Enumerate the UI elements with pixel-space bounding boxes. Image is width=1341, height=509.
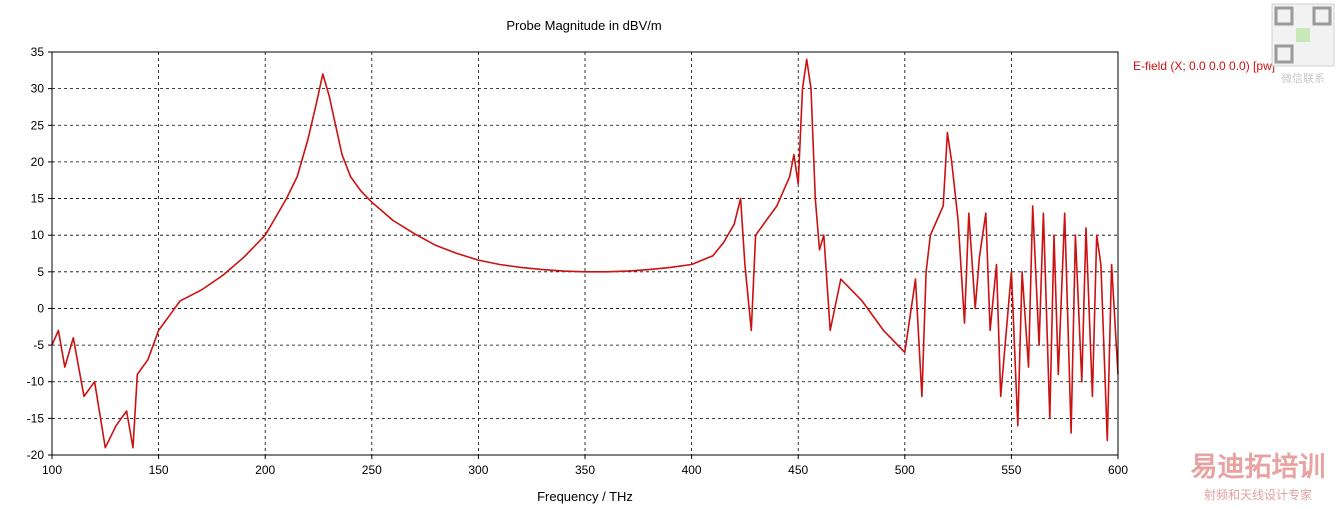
y-tick-label: 20 [31,155,45,169]
legend-entry-efield: E-field (X; 0.0 0.0 0.0) [pw] [1133,59,1275,73]
grid-lines [52,52,1118,455]
x-tick-label: 350 [575,463,595,477]
x-axis-ticks: 100 150 200 250 300 350 400 450 500 550 600 [42,455,1128,477]
x-tick-label: 600 [1108,463,1128,477]
y-tick-label: 10 [31,228,45,242]
x-tick-label: 300 [468,463,488,477]
x-tick-label: 250 [362,463,382,477]
y-tick-label: 35 [31,45,45,59]
y-axis-ticks: -20 -15 -10 -5 0 5 10 15 20 25 30 35 [27,45,52,462]
plot-frame [51,51,1119,456]
brand-tagline: 射频和天线设计专家 [1204,487,1312,502]
y-tick-label: 0 [37,301,44,315]
x-tick-label: 150 [149,463,169,477]
brand-watermark: 易迪拓培训 [1191,452,1326,483]
qr-code-watermark [1271,3,1335,67]
chart-title: Probe Magnitude in dBV/m [506,18,661,33]
y-tick-label: 30 [31,82,45,96]
y-tick-label: -10 [27,375,45,389]
y-tick-label: 25 [31,118,45,132]
y-tick-label: 15 [31,192,45,206]
x-axis-label: Frequency / THz [537,489,633,504]
x-tick-label: 500 [895,463,915,477]
x-tick-label: 550 [1001,463,1021,477]
y-tick-label: 5 [37,265,44,279]
x-tick-label: 450 [788,463,808,477]
series-line-efield [51,58,1119,449]
x-tick-label: 400 [682,463,702,477]
series-group [51,58,1119,449]
qr-caption: 微信联系 [1281,71,1325,85]
y-tick-label: -5 [33,338,44,352]
y-tick-label: -20 [27,448,45,462]
x-tick-label: 100 [42,463,62,477]
y-tick-label: -15 [27,411,45,425]
x-tick-label: 200 [255,463,275,477]
